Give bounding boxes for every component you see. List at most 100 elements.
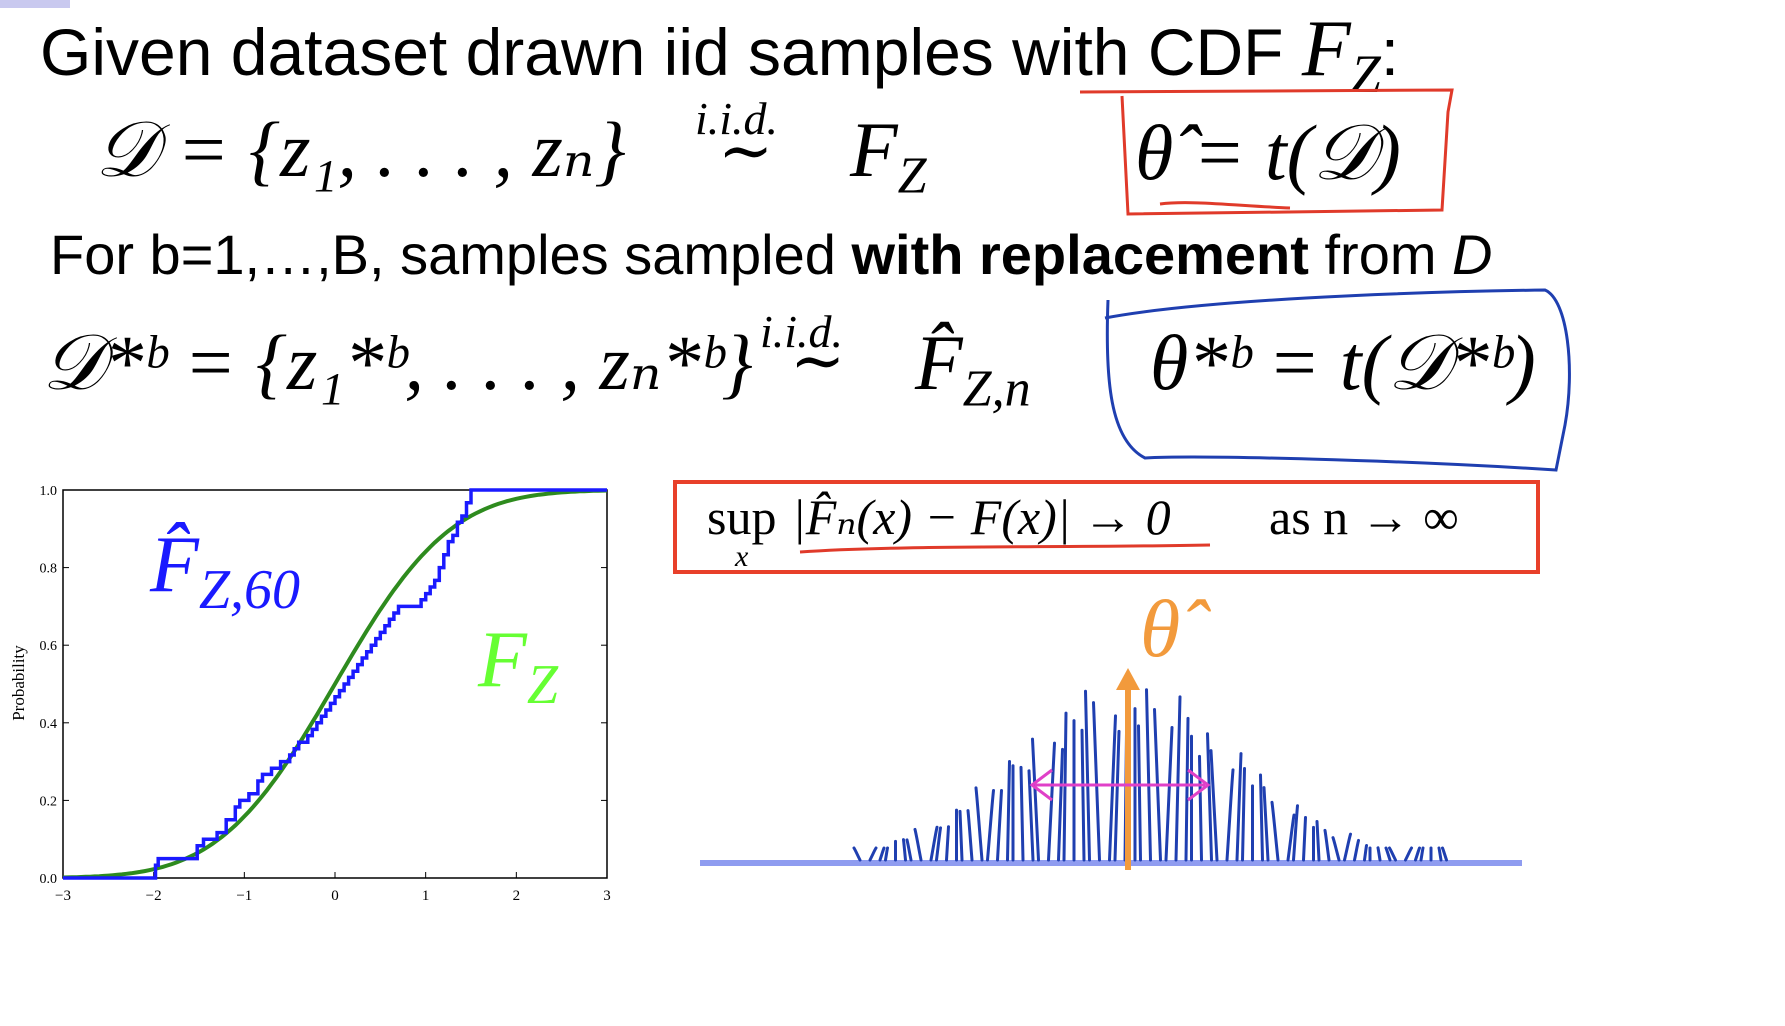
y-tick-label: 0.6: [40, 639, 58, 654]
sketch-stroke: [1241, 767, 1246, 862]
sketch-stroke: [1209, 749, 1219, 862]
y-tick-label: 0.8: [40, 562, 58, 577]
iid-label-2: i.i.d.: [760, 306, 844, 357]
sketch-stroke: [1080, 728, 1086, 862]
theta-hat-arrow-head: [1116, 668, 1140, 690]
sup-subscript: x: [735, 540, 749, 573]
sketch-stroke: [1323, 828, 1331, 862]
y-tick-label: 0.0: [40, 872, 58, 887]
y-tick-label: 0.2: [40, 794, 58, 809]
bootstrap-equation: 𝒟*ᵇ = {z₁*ᵇ, . . . , zₙ*ᵇ}: [42, 319, 753, 406]
sketch-stroke: [1113, 729, 1121, 862]
resample-d: D: [1452, 223, 1493, 286]
sketch-stroke: [1164, 726, 1174, 862]
empirical-cdf-label: F̂Z,60: [150, 521, 301, 621]
sketch-stroke: [929, 825, 939, 862]
sketch-stroke: [935, 826, 942, 862]
sketch-stroke: [884, 846, 889, 862]
sketch-stroke: [966, 809, 974, 862]
sketch-stroke: [996, 788, 1003, 862]
x-tick-label: 1: [422, 888, 430, 904]
sketch-stroke: [878, 846, 886, 862]
bootstrap-distribution: F̂Z,n: [915, 319, 1031, 418]
sketch-stroke: [1062, 711, 1068, 862]
sketch-stroke: [1198, 754, 1203, 862]
sketch-stroke: [1259, 773, 1264, 862]
sketch-stroke: [1388, 846, 1397, 862]
y-axis-label: Probability: [9, 645, 28, 721]
sketch-stroke: [1376, 846, 1382, 862]
sketch-stroke: [1331, 836, 1341, 862]
sketch-stroke: [1006, 760, 1011, 862]
intro-colon: :: [1380, 15, 1400, 89]
slide-corner-tab: [0, 0, 70, 8]
y-tick-label: 0.4: [40, 717, 58, 732]
sketch-stroke: [1384, 846, 1392, 862]
glivenko-expression: |F̂ₙ(x) − F(x)| → 0: [792, 489, 1171, 545]
tilde-symbol-2: ∼: [790, 325, 846, 398]
sketch-stroke: [1363, 844, 1368, 862]
sketch-stroke: [913, 827, 923, 862]
sketch-stroke: [1145, 688, 1152, 862]
sketch-stroke: [1419, 846, 1425, 862]
sketch-stroke: [1302, 816, 1307, 862]
x-tick-label: 0: [331, 888, 339, 904]
sketch-stroke: [1137, 724, 1142, 862]
sketch-stroke: [1174, 695, 1182, 862]
x-tick-label: −1: [236, 888, 252, 904]
glivenko-red-underline: [799, 543, 1211, 554]
resample-line: For b=1,…,B, samples sampled with replac…: [50, 222, 1493, 287]
resample-bold: with replacement: [851, 223, 1309, 286]
iid-label: i.i.d.: [695, 93, 779, 144]
as-n-infinity: as n → ∞: [1269, 489, 1459, 545]
x-tick-label: 3: [603, 888, 611, 904]
sketch-stroke: [1353, 838, 1360, 862]
sketch-stroke: [1019, 765, 1025, 862]
sketch-stroke: [1084, 689, 1091, 862]
chart-axes: −3 −2 −1 0 1 2 3 0.0 0.2 0.4 0.6 0.8 1.0: [40, 484, 611, 904]
true-cdf-line: [62, 488, 608, 880]
resample-mid: from: [1324, 223, 1437, 286]
sketch-stroke: [1441, 846, 1448, 862]
sketch-stroke: [974, 786, 984, 862]
glivenko-box: sup x |F̂ₙ(x) − F(x)| → 0 as n → ∞: [673, 480, 1540, 574]
dataset-equation: 𝒟 = {z₁, . . . , zₙ}: [95, 105, 626, 196]
sketch-stroke: [986, 788, 995, 862]
sketch-stroke: [868, 846, 878, 862]
sketch-stroke: [902, 838, 907, 862]
sketch-stroke: [1057, 747, 1064, 862]
sketch-stroke: [1092, 701, 1101, 862]
true-cdf-label: FZ: [478, 616, 559, 716]
sup-text: sup: [707, 489, 777, 545]
sketch-stroke: [1262, 786, 1270, 862]
theta-star-equation: θ*ᵇ = t(𝒟*ᵇ): [1150, 319, 1536, 406]
cdf-symbol: FZ: [1301, 5, 1381, 104]
intro-text: Given dataset drawn iid samples with CDF: [40, 15, 1284, 89]
sketch-stroke: [1027, 769, 1035, 862]
sketch-stroke: [1343, 832, 1352, 862]
sketch-stroke: [1404, 846, 1413, 862]
theta-hat-label: θ̂: [1140, 583, 1181, 674]
theta-hat-red-underline: [1159, 201, 1291, 210]
sketch-stroke: [1184, 716, 1190, 862]
sketch-stroke: [905, 838, 913, 862]
dataset-lhs: 𝒟 = {z₁, . . . , zₙ}: [95, 106, 626, 193]
dataset-distribution: FZ: [850, 106, 927, 205]
sketch-stroke: [1286, 813, 1296, 862]
cdf-chart: −3 −2 −1 0 1 2 3 0.0 0.2 0.4 0.6 0.8 1.0 Probability: [9, 484, 611, 904]
sketch-stroke: [945, 825, 950, 862]
resample-prefix: For b=1,…,B, samples sampled: [50, 223, 836, 286]
sketch-stroke: [1270, 800, 1280, 862]
bootstrap-sketch: [700, 668, 1522, 870]
chart-series: [62, 488, 608, 880]
sketch-stroke: [1047, 741, 1056, 862]
theta-hat-equation: θ̂ = t(𝒟): [1135, 109, 1401, 196]
sketch-stroke: [1235, 752, 1243, 862]
theta-hat-red-box: [1079, 88, 1454, 216]
spread-arrow: [1029, 768, 1211, 802]
theta-star-blue-box: [1104, 288, 1571, 472]
y-tick-label: 1.0: [40, 484, 58, 499]
x-tick-label: −3: [55, 888, 71, 904]
empirical-cdf-line: [63, 488, 607, 880]
